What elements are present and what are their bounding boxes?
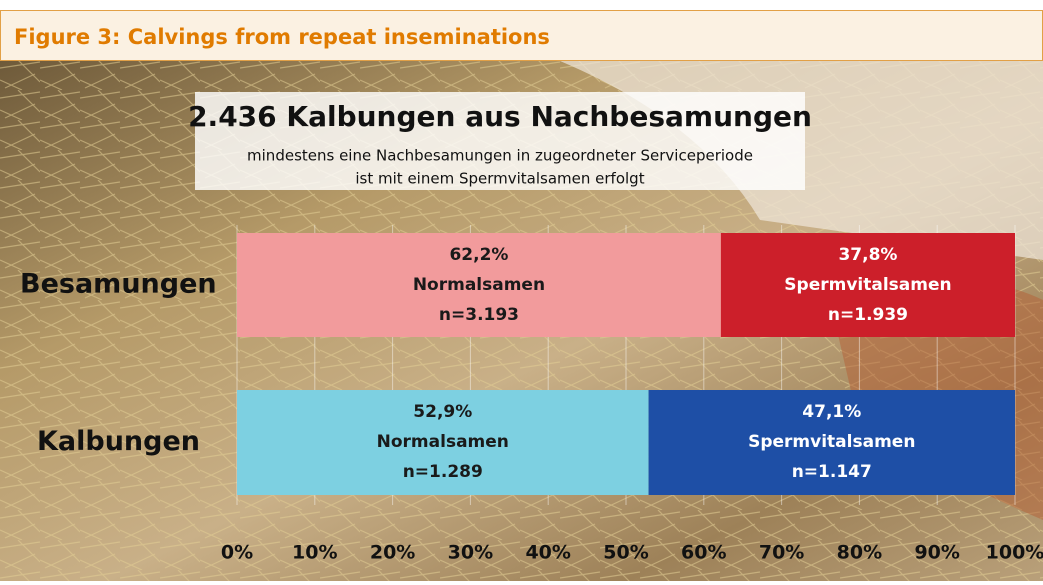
value-label: 47,1% <box>802 402 861 422</box>
x-tick-label: 80% <box>837 542 882 564</box>
count-label: n=1.939 <box>828 305 908 325</box>
x-tick-label: 10% <box>292 542 337 564</box>
x-tick-label: 20% <box>370 542 415 564</box>
series-label: Normalsamen <box>413 275 545 295</box>
chart-subtitle: ist mit einem Spermvitalsamen erfolgt <box>355 170 644 188</box>
value-label: 52,9% <box>413 402 472 422</box>
x-tick-label: 40% <box>525 542 570 564</box>
chart-title: 2.436 Kalbungen aus Nachbesamungen <box>188 100 812 133</box>
x-tick-label: 30% <box>448 542 493 564</box>
header-title: Figure 3: Calvings from repeat inseminat… <box>14 25 550 49</box>
x-tick-label: 50% <box>603 542 648 564</box>
x-tick-label: 90% <box>914 542 959 564</box>
x-tick-label: 60% <box>681 542 726 564</box>
category-label: Besamungen <box>20 269 217 300</box>
x-tick-label: 100% <box>986 542 1043 564</box>
category-label: Kalbungen <box>37 426 200 457</box>
value-label: 62,2% <box>449 245 508 265</box>
series-label: Spermvitalsamen <box>784 275 951 295</box>
x-tick-label: 70% <box>759 542 804 564</box>
value-label: 37,8% <box>838 245 897 265</box>
figure: Figure 3: Calvings from repeat inseminat… <box>0 0 1043 581</box>
series-label: Spermvitalsamen <box>748 432 915 452</box>
count-label: n=3.193 <box>439 305 519 325</box>
count-label: n=1.147 <box>792 462 872 482</box>
x-tick-label: 0% <box>221 542 253 564</box>
chart-subtitle: mindestens eine Nachbesamungen in zugeor… <box>247 147 753 165</box>
series-label: Normalsamen <box>377 432 509 452</box>
count-label: n=1.289 <box>403 462 483 482</box>
chart: Figure 3: Calvings from repeat inseminat… <box>0 0 1043 581</box>
